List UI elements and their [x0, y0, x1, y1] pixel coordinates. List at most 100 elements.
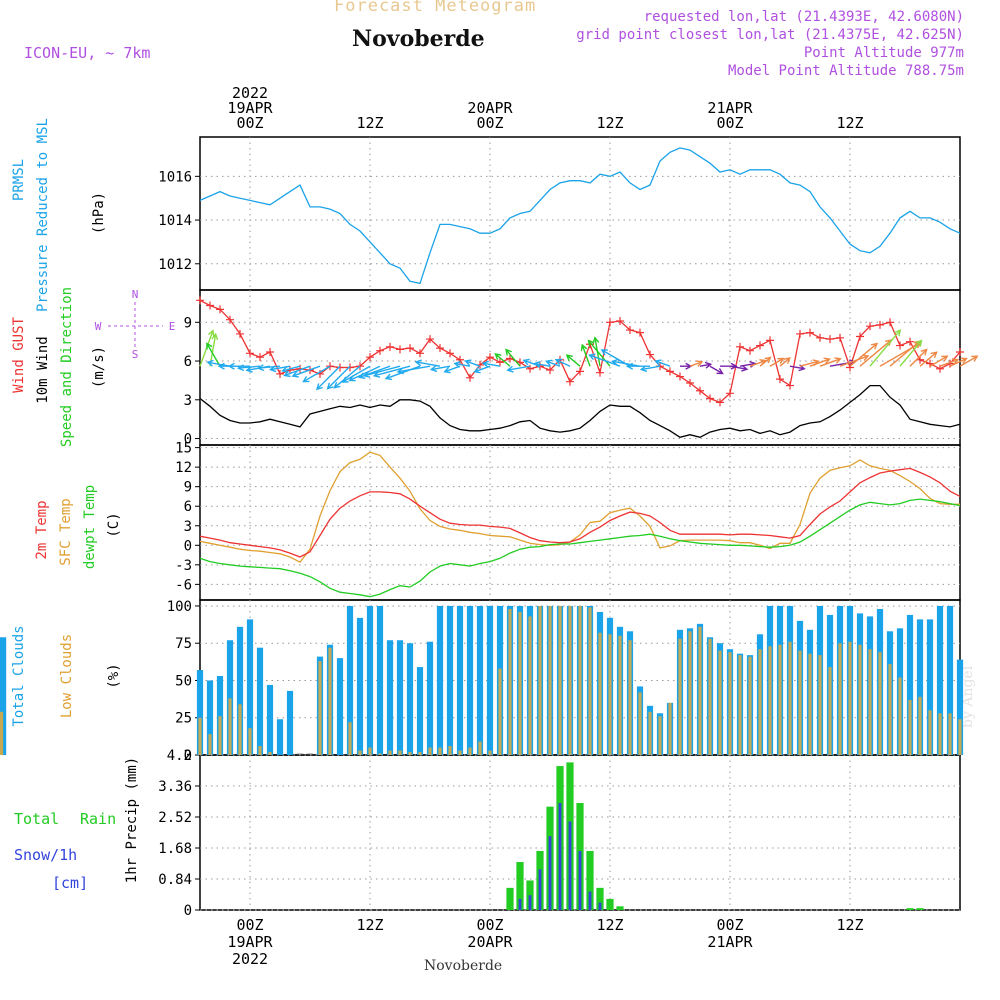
wind-ytick-label: 0 — [184, 432, 192, 448]
bottom-time-label: 21APR — [707, 933, 753, 951]
top-time-label: 00Z — [716, 114, 743, 132]
gust-marker — [726, 389, 734, 398]
grid-point-coords: grid point closest lon,lat (21.4375E, 42… — [576, 27, 964, 43]
gust-marker — [376, 346, 384, 355]
wind-direction-arrow — [534, 362, 551, 367]
bottom-time-label: 12Z — [596, 916, 623, 934]
wind-direction-arrow — [749, 359, 766, 367]
clouds-ytick-label: 100 — [167, 599, 192, 615]
low-clouds-bar — [408, 752, 412, 755]
wind-arrow-head — [245, 365, 253, 373]
gust-marker — [696, 386, 704, 395]
total-clouds-bar — [276, 719, 284, 755]
wind-direction-arrow — [566, 354, 581, 367]
temperature-ytick-label: 6 — [184, 499, 192, 515]
requested-coords: requested lon,lat (21.4393E, 42.6080N) — [643, 9, 964, 25]
wind-arrow-head — [777, 357, 785, 364]
wind-direction-arrow — [869, 329, 901, 367]
pressure-label: Pressure Reduced to MSL — [35, 118, 51, 312]
total-clouds-bar — [456, 605, 464, 755]
bottom-time-label: 00Z — [716, 916, 743, 934]
wind-arrow-head — [281, 366, 289, 373]
low-clouds-bar — [688, 631, 692, 755]
gust-marker — [646, 350, 654, 359]
gust-marker — [236, 329, 244, 338]
total-clouds-bar — [486, 605, 494, 755]
gust-marker — [886, 318, 894, 327]
total-clouds-bar — [196, 670, 204, 755]
wind-speed-line — [199, 384, 961, 439]
gust-marker — [486, 353, 494, 362]
gust-marker — [206, 301, 214, 310]
wind-arrow-head — [283, 370, 291, 378]
wind-direction-arrow — [919, 351, 938, 367]
wind-arrow-head — [823, 357, 831, 365]
wind-arrow-head — [348, 375, 356, 382]
wind-arrow-head — [920, 348, 928, 356]
low-clouds-bar — [958, 719, 962, 755]
gust-marker — [406, 344, 414, 353]
total-clouds-bar — [916, 619, 924, 755]
wind-arrow-head — [217, 362, 225, 370]
low-clouds-bar — [318, 661, 322, 755]
wind-arrow-head — [610, 358, 619, 366]
total-clouds-bar — [936, 605, 944, 755]
pressure-label: PRMSL — [11, 159, 27, 201]
snow-bar — [598, 902, 602, 910]
snow-bar — [558, 802, 562, 910]
wind-arrow-head — [473, 366, 481, 374]
gust-marker — [576, 367, 584, 376]
low-clouds-bar — [638, 692, 642, 755]
low-clouds-bar — [438, 747, 442, 755]
wind-arrow-head — [545, 359, 553, 367]
wind-direction-arrow — [374, 365, 411, 377]
low-clouds-bar — [558, 605, 562, 755]
gust-marker — [606, 318, 614, 327]
low-clouds-bar — [508, 608, 512, 755]
low-clouds-bar — [808, 653, 812, 755]
wind-arrow-head — [554, 358, 563, 365]
wind-direction-arrow — [759, 356, 771, 367]
wind-ytick-label: 3 — [184, 393, 192, 409]
wind-arrow-head — [704, 361, 713, 369]
rain-bar — [906, 908, 914, 910]
precip-ytick-label: 4.2 — [167, 748, 192, 764]
gust-label: Wind GUST — [11, 317, 27, 393]
wind-direction-arrow — [909, 349, 928, 367]
2m-temp-line — [199, 467, 961, 558]
wind-label: 10m Wind — [35, 336, 51, 403]
wind-arrow-head — [326, 382, 334, 390]
wind-direction-arrow — [494, 353, 511, 367]
rain-label: Rain — [80, 810, 116, 828]
wind-direction-arrow — [849, 343, 878, 367]
wind-arrow-head — [915, 339, 923, 347]
bottom-time-label: 19APR — [227, 933, 273, 951]
wind-arrow-head — [730, 362, 738, 370]
low-clouds-bar — [618, 635, 622, 755]
wind-arrow-head — [506, 365, 514, 373]
gust-marker — [426, 335, 434, 344]
low-clouds-bar — [668, 702, 672, 755]
rain-bar — [606, 898, 614, 910]
total-clouds-bar — [386, 640, 394, 755]
total-clouds-bar — [956, 659, 964, 755]
gust-marker — [626, 326, 634, 335]
snow-bar — [588, 891, 592, 910]
wind-arrow-head — [207, 329, 215, 337]
gust-marker — [906, 337, 914, 346]
wind-arrow-head — [256, 364, 265, 372]
wind-direction-arrow — [809, 358, 830, 367]
total-clouds-bar — [226, 640, 234, 755]
gust-marker — [636, 328, 644, 337]
low-clouds-bar — [518, 611, 522, 755]
low-clouds-bar — [798, 650, 802, 755]
gust-marker — [806, 328, 814, 337]
wind-arrow-head — [565, 354, 573, 361]
bottom-time-label: 20APR — [467, 933, 513, 951]
clouds-unit: (%) — [106, 663, 122, 688]
compass-w: W — [95, 320, 102, 333]
wind-arrow-head — [951, 358, 960, 365]
temperature-frame — [199, 444, 961, 601]
rain-bar — [516, 862, 524, 910]
pressure-unit: (hPa) — [91, 192, 107, 234]
